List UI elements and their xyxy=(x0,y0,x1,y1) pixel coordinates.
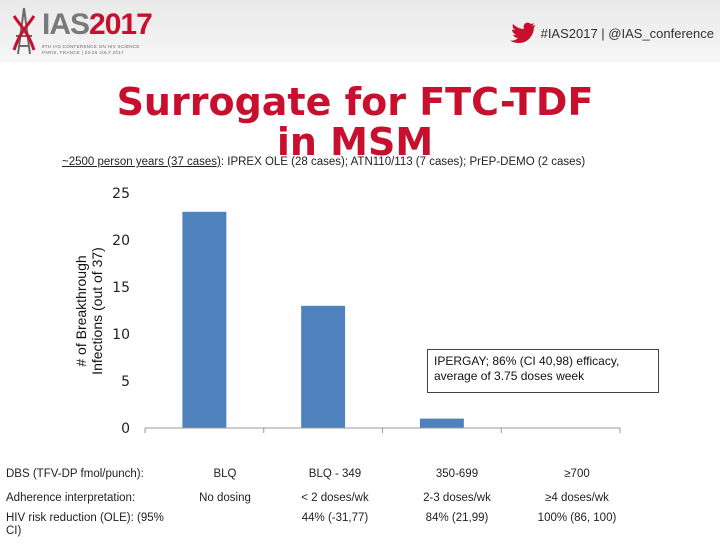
table-cell: 100% (86, 100) xyxy=(537,512,617,524)
table-row: DBS (TFV-DP fmol/punch): BLQ BLQ - 349 350-… xyxy=(0,468,720,508)
social-handle: #IAS2017 | @IAS_conference xyxy=(509,22,714,44)
y-tick-label: 10 xyxy=(112,327,130,343)
x-axis-tick-marks xyxy=(144,428,621,433)
y-tick-label: 0 xyxy=(121,421,130,437)
y-tick-label: 20 xyxy=(112,233,130,249)
table-row-label: Adherence interpretation: xyxy=(6,492,136,504)
bar-series xyxy=(182,211,464,428)
bar-2 xyxy=(419,418,464,428)
slide-subtitle: ~2500 person years (37 cases): IPREX OLE… xyxy=(62,156,585,168)
subtitle-person-years: ~2500 person years (37 cases) xyxy=(62,156,221,168)
table-row: HIV risk reduction (OLE): (95% CI) 44% (-… xyxy=(0,512,720,552)
bar-1 xyxy=(301,305,346,428)
table-cell: 44% (-31,77) xyxy=(301,512,369,524)
slide-title: Surrogate for FTC-TDF in MSM xyxy=(116,80,594,164)
ipergay-annotation: IPERGAY; 86% (CI 40,98) efficacy, averag… xyxy=(427,349,659,393)
y-axis-label: # of BreakthroughInfections (out of 37) xyxy=(73,247,105,375)
table-cell: < 2 doses/wk xyxy=(301,492,369,504)
y-tick-label: 5 xyxy=(121,374,130,390)
table-cell: 2-3 doses/wk xyxy=(423,492,491,504)
header-band xyxy=(0,0,720,62)
table-cell: BLQ xyxy=(213,468,237,480)
table-cell: BLQ - 349 xyxy=(308,468,362,480)
twitter-bird-icon xyxy=(509,22,535,43)
table-cell: 84% (21,99) xyxy=(425,512,489,524)
table-cell: No dosing xyxy=(199,492,251,504)
table-row-label: DBS (TFV-DP fmol/punch): xyxy=(6,468,144,480)
breakthrough-infections-bar-chart: 0 5 10 15 20 25 # of BreakthroughInfections (… xyxy=(73,186,621,437)
logo-wordmark: IAS2017 xyxy=(42,8,153,41)
y-tick-label: 25 xyxy=(112,186,130,202)
logo-subtitle-line2: PARIS, FRANCE | 23-26 JULY 2017 xyxy=(42,50,124,55)
table-row-label: HIV risk reduction (OLE): (95% CI) xyxy=(6,512,164,537)
social-text: #IAS2017 | @IAS_conference xyxy=(540,25,714,41)
bar-0 xyxy=(182,211,227,428)
logo-subtitle-line1: 9TH IAS CONFERENCE ON HIV SCIENCE xyxy=(42,44,140,49)
y-tick-label: 15 xyxy=(112,280,130,296)
subtitle-studies: : IPREX OLE (28 cases); ATN110/113 (7 ca… xyxy=(220,156,586,168)
table-row: Adherence interpretation: No dosing < 2 do… xyxy=(0,492,720,532)
y-axis-ticks: 0 5 10 15 20 25 xyxy=(112,186,130,437)
table-cell: ≥4 doses/wk xyxy=(545,492,609,504)
eiffel-ribbon-icon xyxy=(12,7,36,55)
table-cell: 350-699 xyxy=(435,468,479,480)
conference-logo: IAS2017 9TH IAS CONFERENCE ON HIV SCIENC… xyxy=(8,6,178,58)
table-cell: ≥700 xyxy=(564,468,590,480)
